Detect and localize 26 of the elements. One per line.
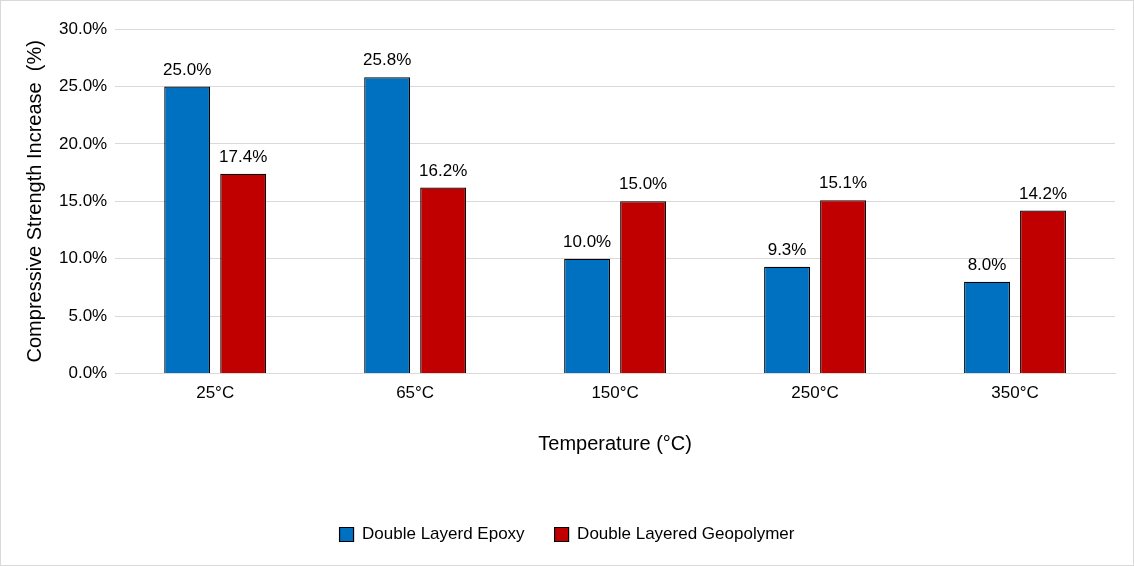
y-tick-label: 30.0% — [59, 18, 108, 38]
data-label: 8.0% — [967, 254, 1007, 274]
data-label: 10.0% — [563, 231, 612, 251]
legend-label: Double Layerd Epoxy — [362, 524, 526, 544]
data-label: 25.0% — [163, 59, 212, 79]
data-label: 14.2% — [1018, 183, 1068, 203]
x-tick-label: 350°C — [991, 383, 1039, 403]
x-axis-title: Temperature (°C) — [538, 431, 692, 454]
data-label: 9.3% — [767, 239, 807, 259]
y-tick-label: 0.0% — [68, 363, 108, 383]
y-tick-label: 15.0% — [59, 190, 108, 210]
y-tick-label: 10.0% — [59, 248, 108, 268]
x-tick-label: 250°C — [791, 383, 839, 403]
data-label: 15.1% — [818, 173, 868, 193]
data-label: 17.4% — [219, 146, 268, 166]
x-tick-label: 150°C — [591, 383, 639, 403]
x-tick-label: 25°C — [196, 383, 235, 403]
data-label: 16.2% — [419, 160, 468, 180]
data-label: 15.0% — [618, 174, 668, 194]
y-tick-label: 25.0% — [59, 76, 108, 96]
legend-label: Double Layered Geopolymer — [577, 524, 795, 544]
y-tick-label: 5.0% — [68, 305, 108, 325]
data-label: 25.8% — [363, 50, 412, 70]
x-tick-label: 65°C — [396, 383, 435, 403]
y-tick-label: 20.0% — [59, 133, 108, 153]
y-axis-title: Compressive Strength Increase (%) — [22, 40, 45, 363]
